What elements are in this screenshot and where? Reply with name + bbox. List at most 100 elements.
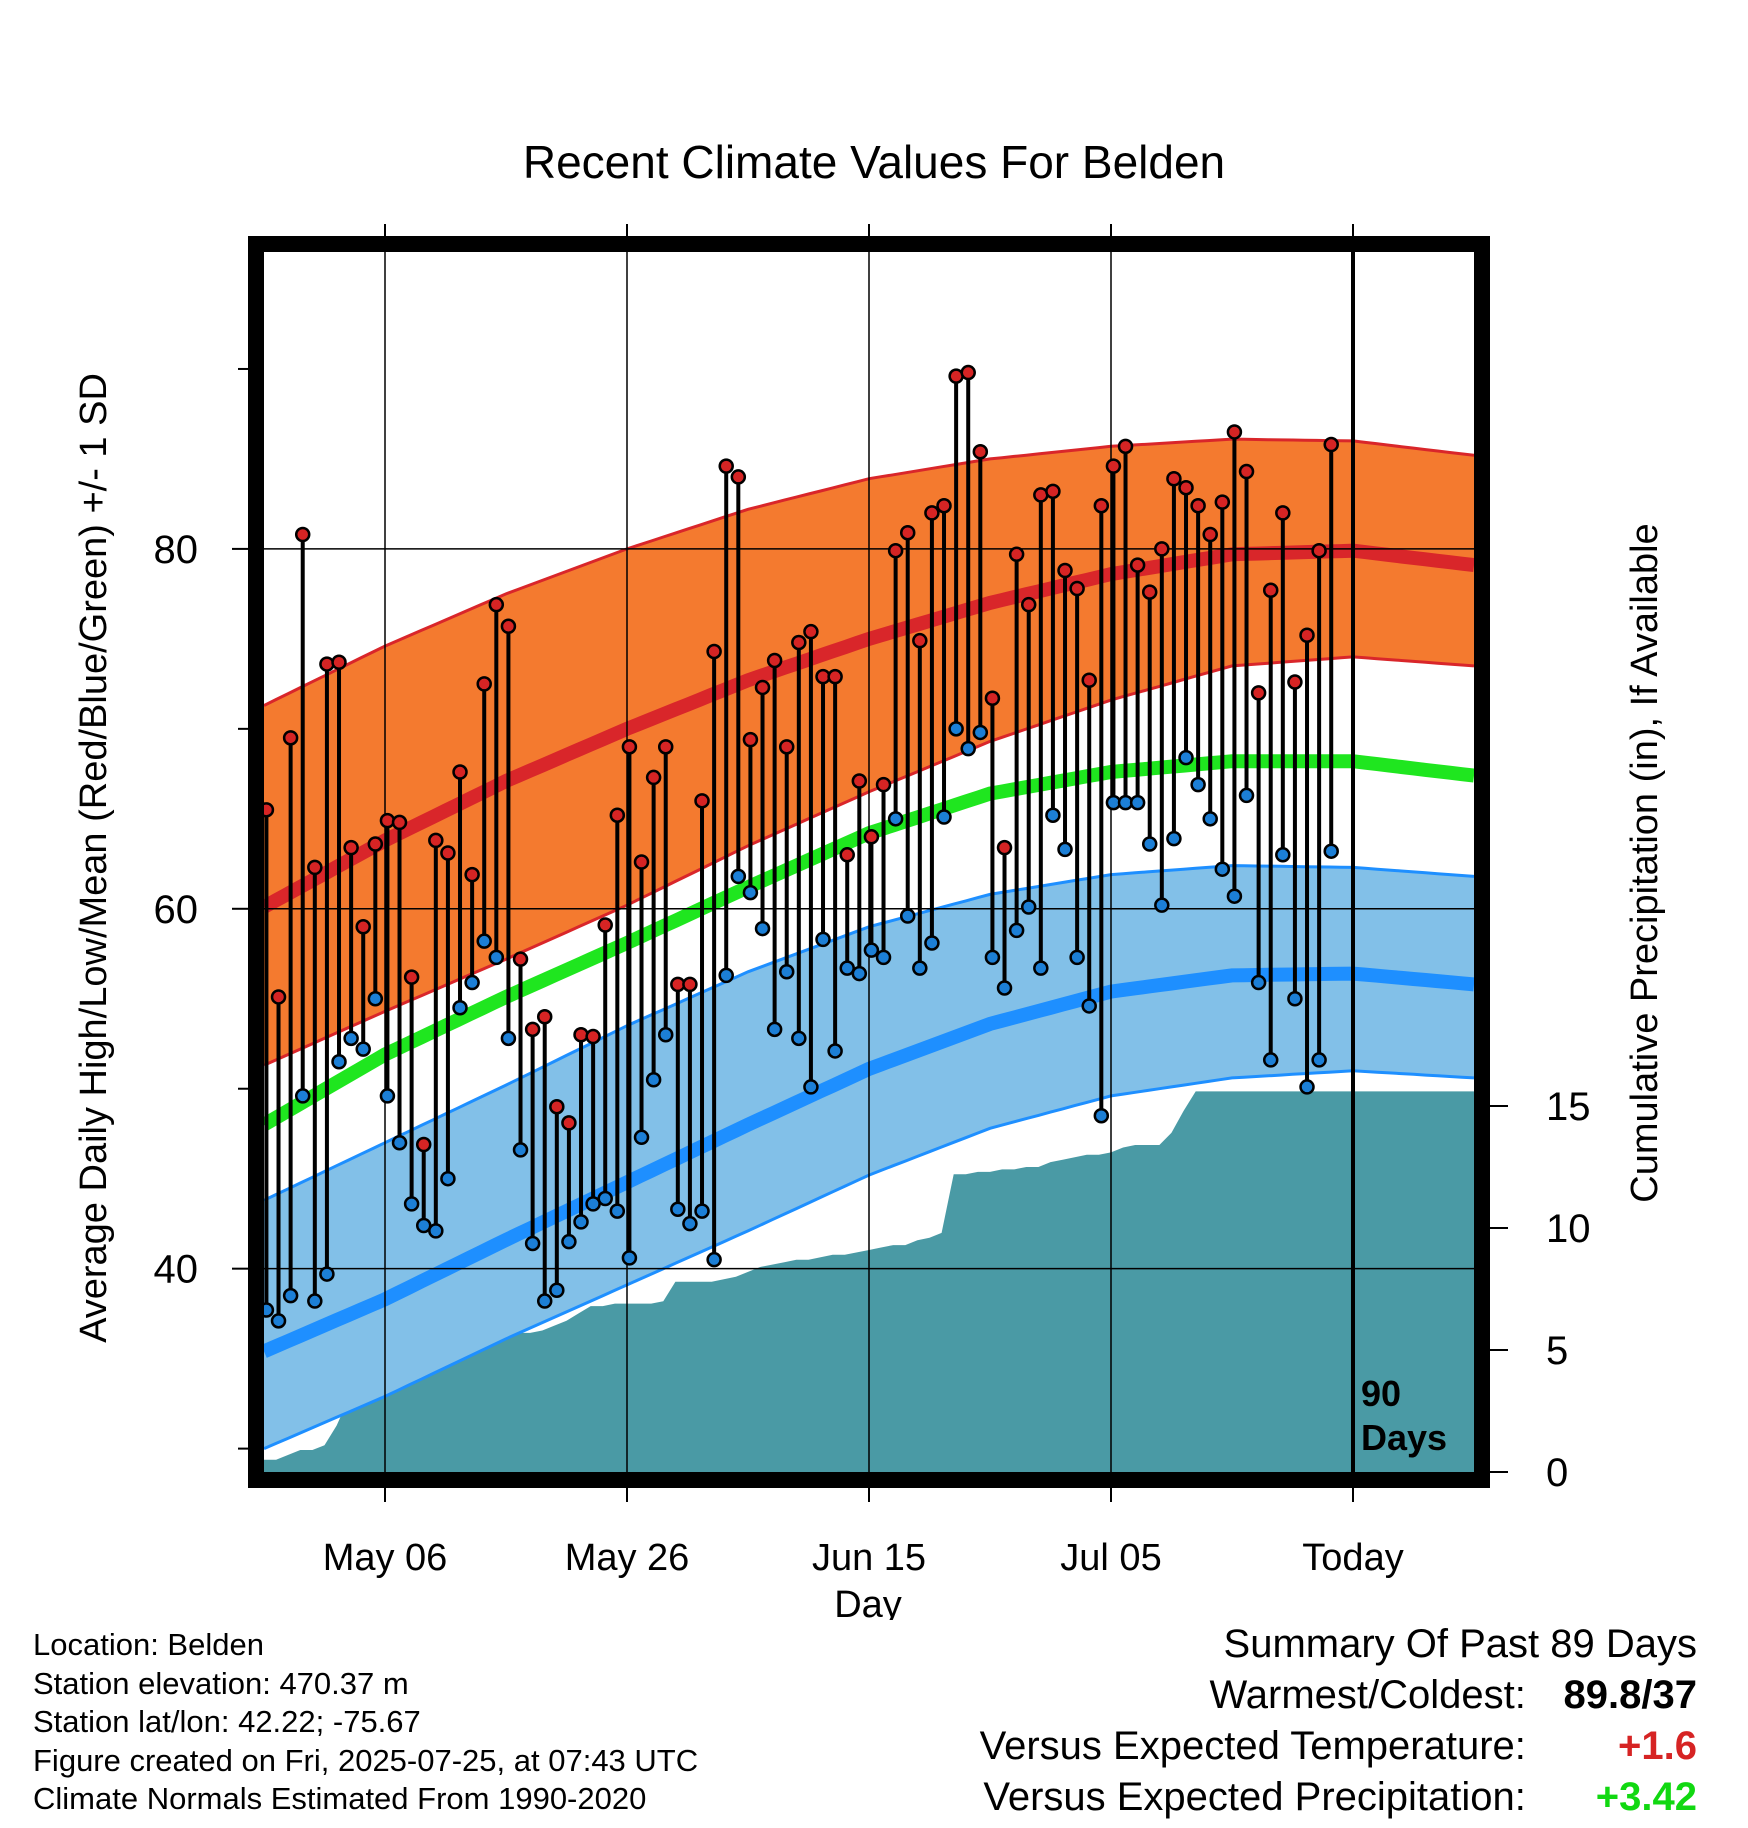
summary-title: Summary Of Past 89 Days xyxy=(1223,1622,1697,1666)
daily-high-point xyxy=(1154,541,1170,557)
daily-high-point xyxy=(754,679,771,696)
daily-high-point xyxy=(319,656,335,672)
daily-low-point xyxy=(331,1053,347,1070)
daily-low-point xyxy=(524,1235,541,1252)
daily-high-point xyxy=(875,776,892,793)
daily-low-point xyxy=(282,1287,299,1304)
daily-high-point xyxy=(972,443,989,460)
daily-high-point xyxy=(887,542,904,559)
climate-chart: Recent Climate Values For Belden 90 Days M… xyxy=(73,136,1666,1620)
daily-low-point xyxy=(1311,1052,1327,1068)
daily-low-point xyxy=(924,935,940,951)
daily-low-point xyxy=(791,1030,807,1047)
daily-low-point xyxy=(319,1266,335,1282)
daily-high-point xyxy=(294,526,311,543)
daily-high-point xyxy=(718,458,734,474)
daily-low-point xyxy=(270,1313,287,1329)
daily-high-point xyxy=(452,764,468,780)
x-tick-label: May 06 xyxy=(323,1537,448,1579)
daily-low-point xyxy=(1045,807,1061,823)
daily-high-point xyxy=(549,1098,565,1115)
daily-high-point xyxy=(561,1115,577,1131)
daily-low-point xyxy=(355,1041,371,1057)
daily-low-point xyxy=(415,1217,432,1234)
precip-anomaly-value: +3.42 xyxy=(1595,1775,1697,1819)
daily-high-point xyxy=(1129,557,1146,573)
daily-low-point xyxy=(875,949,892,966)
daily-high-point xyxy=(778,739,795,755)
daily-high-point xyxy=(827,668,843,685)
daily-low-point xyxy=(754,920,771,937)
daily-low-point xyxy=(294,1088,311,1104)
daily-high-point xyxy=(1262,582,1279,599)
daily-low-point xyxy=(1057,841,1073,858)
daily-high-point xyxy=(585,1028,601,1045)
daily-low-point xyxy=(887,811,904,827)
daily-high-point xyxy=(428,832,444,849)
daily-low-point xyxy=(428,1223,444,1239)
daily-low-point xyxy=(863,942,880,958)
daily-high-point xyxy=(331,654,347,671)
daily-high-point xyxy=(415,1136,432,1153)
daily-high-point xyxy=(1178,479,1194,496)
daily-low-point xyxy=(1129,794,1146,811)
station-info: Location: Belden Station elevation: 470.… xyxy=(33,1626,698,1819)
daily-high-point xyxy=(1250,685,1267,701)
daily-high-point xyxy=(996,839,1013,856)
daily-high-point xyxy=(355,919,371,935)
daily-high-point xyxy=(307,859,323,876)
daily-high-point xyxy=(1214,494,1231,510)
daily-low-point xyxy=(633,1129,650,1146)
daily-high-point xyxy=(742,731,759,748)
daily-low-point xyxy=(1069,949,1085,966)
normals-text: Climate Normals Estimated From 1990-2020 xyxy=(33,1781,647,1816)
daily-low-point xyxy=(536,1293,553,1309)
daily-high-point xyxy=(936,497,952,514)
daily-low-point xyxy=(730,868,747,885)
daily-high-point xyxy=(633,854,650,870)
x-tick-label: May 26 xyxy=(565,1537,690,1579)
daily-high-point xyxy=(367,836,384,852)
y2-tick-label: 0 xyxy=(1546,1451,1568,1495)
daily-high-point xyxy=(960,364,976,381)
daily-low-point xyxy=(778,964,795,980)
today-days-word: Days xyxy=(1361,1417,1447,1458)
daily-low-point xyxy=(403,1196,420,1212)
temp-anomaly-row: Versus Expected Temperature: +1.6 xyxy=(857,1721,1697,1772)
elevation-text: Station elevation: 470.37 m xyxy=(33,1665,409,1701)
daily-high-point xyxy=(1081,672,1097,689)
daily-low-point xyxy=(960,740,976,757)
daily-high-point xyxy=(1275,505,1291,521)
daily-low-point xyxy=(1154,897,1170,913)
daily-high-point xyxy=(403,969,420,985)
daily-high-point xyxy=(803,623,819,640)
daily-low-point xyxy=(851,965,868,982)
daily-low-point xyxy=(984,949,1001,966)
daily-low-point xyxy=(561,1233,577,1250)
temp-anomaly-label: Versus Expected Temperature: xyxy=(979,1724,1526,1768)
daily-low-point xyxy=(573,1214,589,1230)
daily-high-point xyxy=(512,951,529,967)
daily-low-point xyxy=(1226,888,1243,904)
daily-high-point xyxy=(1105,458,1122,474)
daily-low-point xyxy=(972,724,989,741)
daily-low-point xyxy=(827,1043,843,1059)
daily-low-point xyxy=(549,1282,565,1299)
daily-low-point xyxy=(264,1302,275,1318)
daily-high-point xyxy=(500,618,517,635)
x-axis-label: Day xyxy=(834,1584,902,1620)
warmest-coldest-value: 89.8/37 xyxy=(1563,1673,1697,1717)
daily-low-point xyxy=(307,1293,323,1309)
daily-low-point xyxy=(803,1079,819,1095)
daily-low-point xyxy=(1093,1107,1110,1124)
daily-high-point xyxy=(573,1026,589,1043)
daily-high-point xyxy=(791,634,807,651)
daily-high-point xyxy=(924,505,940,521)
daily-low-point xyxy=(948,721,964,737)
daily-high-point xyxy=(1008,546,1025,563)
daily-low-point xyxy=(718,967,734,984)
daily-high-point xyxy=(1045,483,1061,500)
daily-low-point xyxy=(379,1088,396,1104)
daily-high-point xyxy=(264,802,275,818)
daily-high-point xyxy=(343,839,359,856)
